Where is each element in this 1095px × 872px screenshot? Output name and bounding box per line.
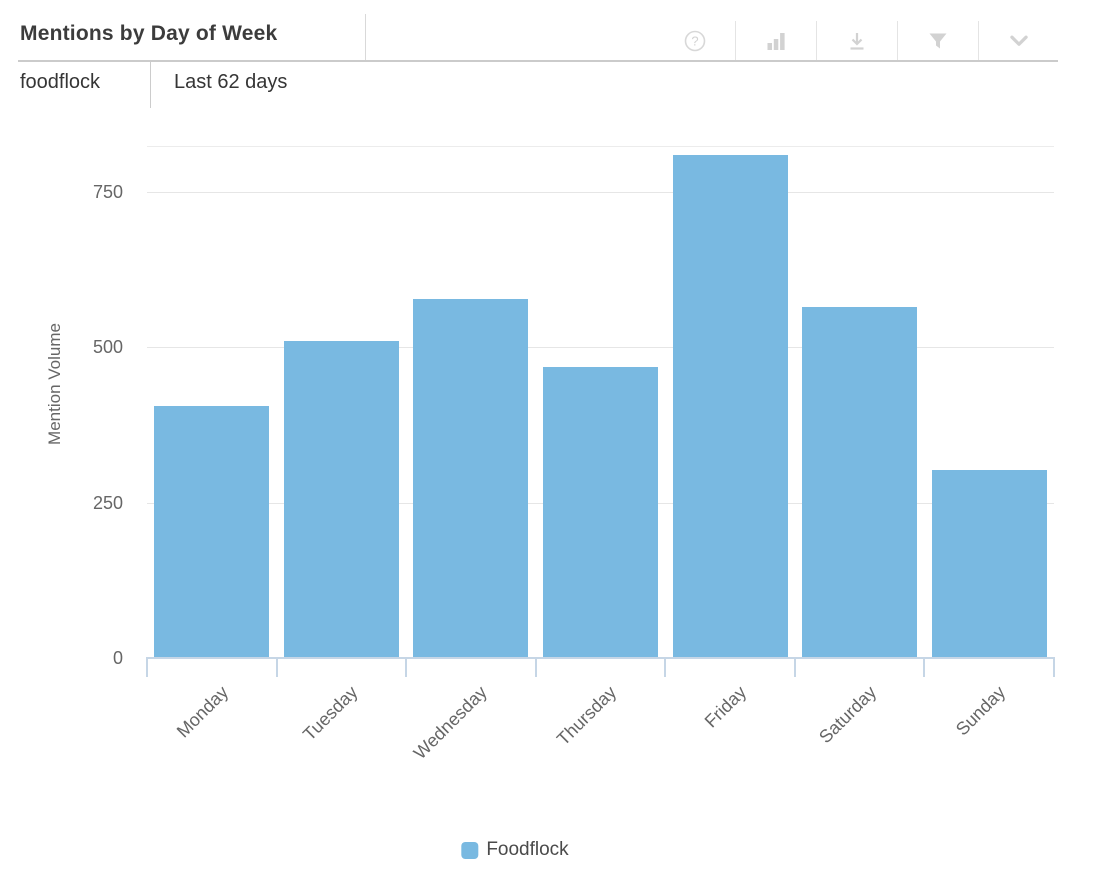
toolbar-separator <box>897 21 898 61</box>
chevron-down-icon[interactable] <box>979 20 1059 62</box>
widget-toolbar: ? <box>655 20 1059 62</box>
legend-swatch <box>461 841 479 859</box>
filter-icon[interactable] <box>898 20 978 62</box>
gridline-750 <box>147 192 1054 193</box>
header-bottom-border <box>18 60 1058 62</box>
download-icon[interactable] <box>817 20 897 62</box>
x-axis-tick <box>664 658 667 677</box>
legend-item-foodflock[interactable]: Foodflock <box>461 839 569 861</box>
bar-thursday[interactable] <box>543 366 658 658</box>
bar-saturday[interactable] <box>802 306 918 658</box>
x-axis-tick <box>405 658 408 677</box>
query-name: foodflock <box>20 71 101 93</box>
bar-wednesday[interactable] <box>413 298 529 658</box>
y-tick-label-500: 500 <box>92 337 123 357</box>
x-axis-tick <box>923 658 926 677</box>
header-divider <box>365 14 366 60</box>
x-axis-label-monday: Monday <box>172 682 232 742</box>
gridline-500 <box>147 347 1054 348</box>
x-axis-label-friday: Friday <box>700 682 751 732</box>
x-axis-tick <box>793 658 796 677</box>
date-range: Last 62 days <box>174 71 288 93</box>
x-axis-label-thursday: Thursday <box>553 682 621 750</box>
toolbar-separator <box>978 21 979 61</box>
svg-text:?: ? <box>691 34 698 49</box>
plot-top-line <box>147 146 1054 147</box>
legend-label: Foodflock <box>486 839 569 860</box>
x-axis-label-wednesday: Wednesday <box>409 682 492 764</box>
x-axis-tick <box>1053 658 1055 677</box>
x-axis-label-tuesday: Tuesday <box>299 682 362 745</box>
bar-friday[interactable] <box>672 155 788 658</box>
bar-tuesday[interactable] <box>283 340 399 658</box>
x-axis-label-sunday: Sunday <box>952 682 1010 740</box>
x-axis-tick <box>534 658 537 677</box>
toolbar-separator <box>735 21 736 61</box>
help-icon[interactable]: ? <box>655 20 735 62</box>
bar-sunday[interactable] <box>931 470 1047 658</box>
y-axis-title: Mention Volume <box>45 323 64 445</box>
chart-type-icon[interactable] <box>736 20 816 62</box>
bar-monday[interactable] <box>154 406 270 658</box>
x-axis-line <box>146 657 1055 659</box>
x-axis-tick <box>275 658 278 677</box>
y-tick-label-250: 250 <box>92 493 123 513</box>
widget-title: Mentions by Day of Week <box>20 22 278 45</box>
x-axis-label-saturday: Saturday <box>814 682 880 748</box>
x-axis-tick <box>146 658 148 677</box>
toolbar-separator <box>816 21 817 61</box>
y-tick-label-750: 750 <box>92 182 123 202</box>
y-tick-label-0: 0 <box>112 648 123 668</box>
subtitle-divider <box>150 62 151 108</box>
